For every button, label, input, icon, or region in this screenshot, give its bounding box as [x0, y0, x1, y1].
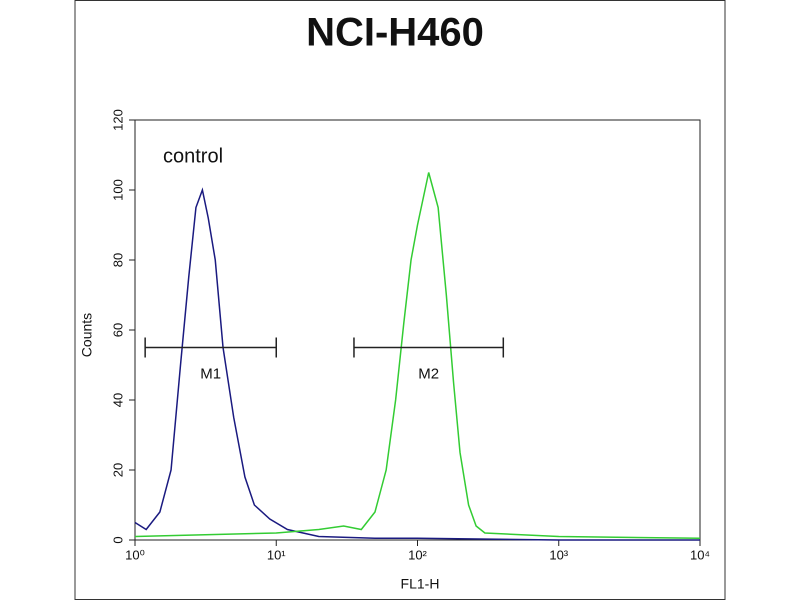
- x-tick-label: 10³: [549, 547, 568, 562]
- x-tick-label: 10²: [408, 547, 427, 562]
- y-tick-label: 80: [110, 253, 125, 267]
- y-tick-label: 60: [110, 323, 125, 337]
- y-tick-label: 20: [110, 463, 125, 477]
- frame: [74, 0, 726, 600]
- marker-label: M1: [200, 365, 221, 382]
- annotation: control: [163, 145, 223, 167]
- plot-area: [134, 119, 701, 541]
- y-tick-label: 120: [110, 109, 125, 131]
- marker-label: M2: [418, 365, 439, 382]
- series-line: [134, 172, 701, 539]
- x-tick-label: 10¹: [267, 547, 286, 562]
- x-tick-label: 10⁰: [125, 547, 145, 562]
- x-axis-label: FL1-H: [401, 576, 440, 592]
- x-tick-label: 10⁴: [690, 547, 710, 562]
- y-tick-label: 100: [110, 179, 125, 201]
- y-axis-label: Counts: [79, 313, 95, 357]
- y-tick-label: 40: [110, 393, 125, 407]
- chart-title: NCI-H460: [306, 11, 484, 55]
- y-tick-label: 0: [110, 536, 125, 543]
